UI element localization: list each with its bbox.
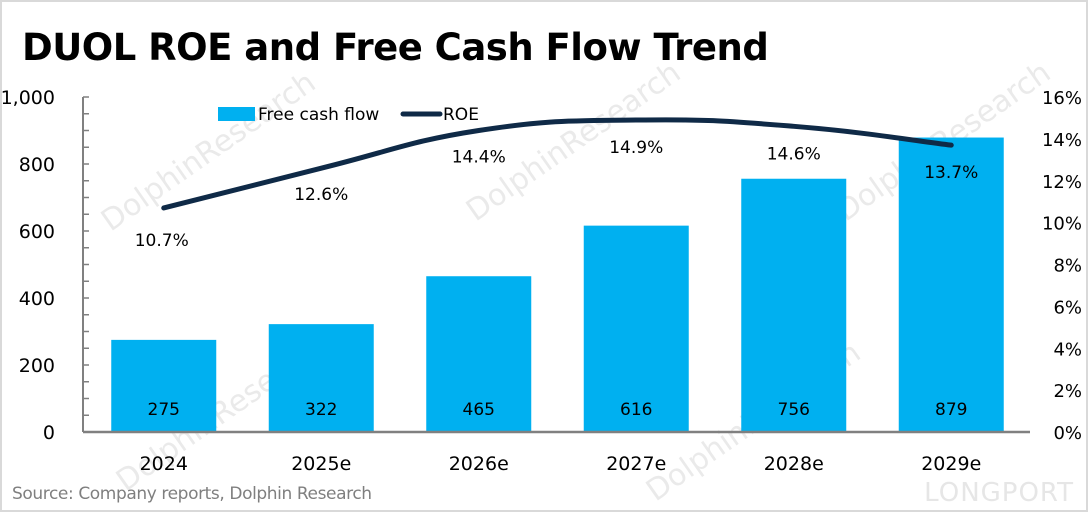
- bar-2027e: [583, 225, 689, 432]
- bar-value-label: 275: [148, 400, 180, 420]
- y-right-tick-label: 2%: [1053, 381, 1082, 402]
- y-left-tick-label: 1,000: [1, 87, 55, 109]
- roe-value-label: 14.9%: [609, 138, 663, 158]
- x-tick-label: 2028e: [764, 453, 824, 475]
- roe-line: [161, 117, 954, 211]
- bar-value-label: 616: [620, 400, 652, 420]
- y-right-tick-label: 0%: [1053, 423, 1082, 444]
- chart-title: DUOL ROE and Free Cash Flow Trend: [22, 26, 769, 69]
- x-tick-label: 2027e: [606, 453, 666, 475]
- y-right-tick-label: 6%: [1053, 297, 1082, 318]
- bar-value-label: 465: [463, 400, 495, 420]
- x-tick-label: 2026e: [449, 453, 509, 475]
- y-left-tick-label: 800: [19, 154, 55, 176]
- longport-logo: LONGPORT: [924, 478, 1074, 508]
- roe-value-label: 13.7%: [924, 163, 978, 183]
- bar-2024: [111, 339, 217, 432]
- y-left-tick-label: 400: [19, 288, 55, 310]
- roe-value-label: 14.4%: [452, 148, 506, 168]
- bar-2029e: [898, 137, 1004, 432]
- y-right-tick-label: 14%: [1042, 130, 1082, 151]
- legend-label-roe: ROE: [443, 105, 479, 125]
- y-right-tick-label: 16%: [1042, 88, 1082, 109]
- y-right-tick-label: 4%: [1053, 339, 1082, 360]
- legend-label-free-cash-flow: Free cash flow: [258, 105, 379, 125]
- roe-value-label: 14.6%: [767, 144, 821, 164]
- y-left-tick-label: 0: [43, 422, 55, 444]
- x-tick-label: 2029e: [921, 453, 981, 475]
- bar-value-label: 322: [305, 400, 337, 420]
- bar-2028e: [741, 178, 847, 432]
- bar-2025e: [268, 324, 374, 432]
- bar-2026e: [426, 276, 532, 432]
- legend-swatch-free-cash-flow: [218, 107, 255, 121]
- source-note: Source: Company reports, Dolphin Researc…: [12, 484, 372, 504]
- y-left-tick-label: 200: [19, 355, 55, 377]
- y-left-tick-label: 600: [19, 221, 55, 243]
- y-right-tick-label: 10%: [1042, 214, 1082, 235]
- bar-value-label: 756: [778, 400, 810, 420]
- x-tick-label: 2025e: [291, 453, 351, 475]
- bar-value-label: 879: [935, 400, 967, 420]
- x-tick-label: 2024: [140, 453, 188, 475]
- y-right-tick-label: 12%: [1042, 172, 1082, 193]
- roe-value-label: 12.6%: [294, 185, 348, 205]
- y-right-tick-label: 8%: [1053, 256, 1082, 277]
- roe-value-label: 10.7%: [135, 231, 189, 251]
